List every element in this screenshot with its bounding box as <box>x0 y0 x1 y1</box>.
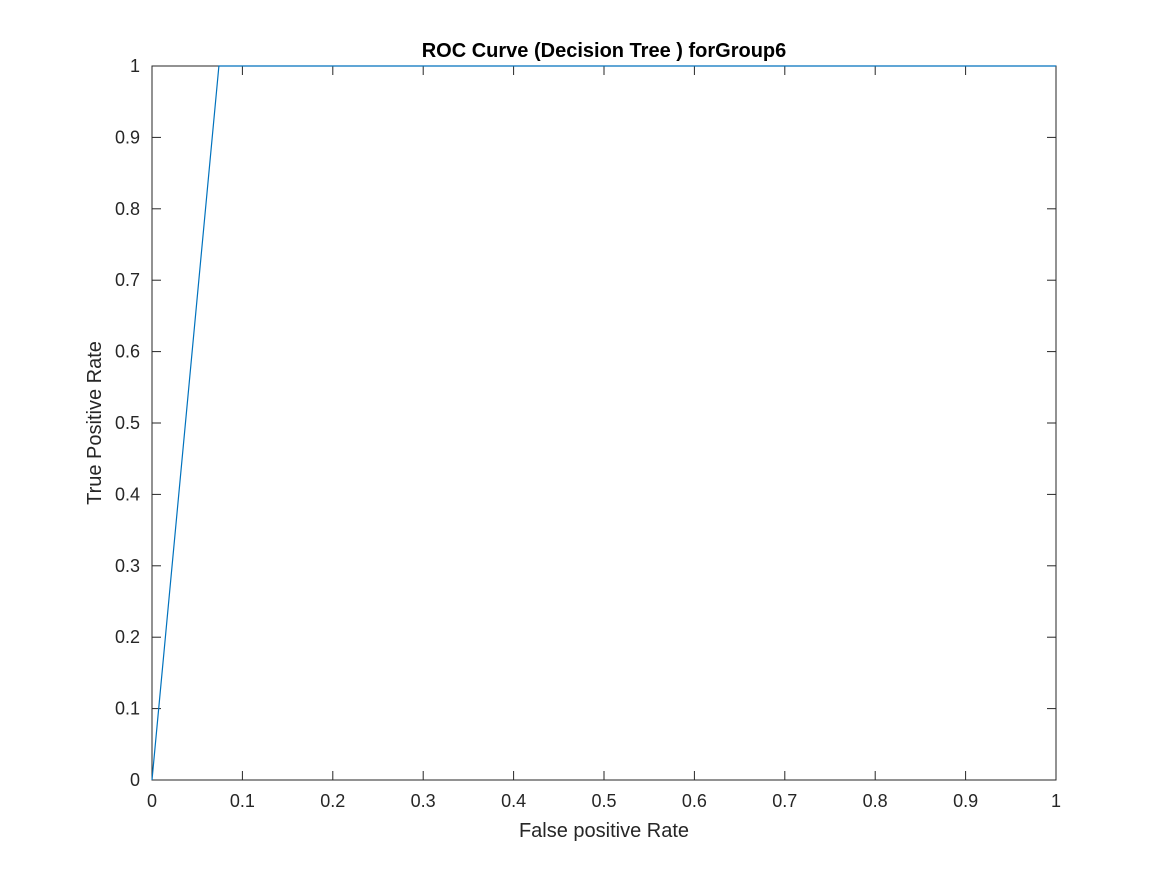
x-axis-label: False positive Rate <box>519 820 689 842</box>
y-tick-label: 0 <box>130 770 140 790</box>
y-tick-label: 0.2 <box>115 627 140 647</box>
x-tick-label: 0.7 <box>772 791 797 811</box>
x-tick-label: 0 <box>147 791 157 811</box>
x-tick-label: 0.9 <box>953 791 978 811</box>
y-tick-label: 0.1 <box>115 699 140 719</box>
x-tick-label: 0.2 <box>320 791 345 811</box>
x-tick-labels: 0 0.1 0.2 0.3 0.4 0.5 0.6 0.7 0.8 0.9 1 <box>147 791 1061 811</box>
roc-series-line <box>151 65 1056 781</box>
y-tick-label: 0.3 <box>115 556 140 576</box>
y-tick-label: 0.6 <box>115 342 140 362</box>
y-tick-label: 1 <box>130 56 140 76</box>
x-tick-label: 0.4 <box>501 791 526 811</box>
y-axis-label: True Positive Rate <box>84 341 106 505</box>
y-tick-label: 0.9 <box>115 127 140 147</box>
x-tick-label: 1 <box>1051 791 1061 811</box>
y-tick-label: 0.5 <box>115 413 140 433</box>
series-layer <box>151 65 1056 781</box>
x-tick-label: 0.5 <box>591 791 616 811</box>
x-tick-label: 0.8 <box>863 791 888 811</box>
x-tick-label: 0.3 <box>411 791 436 811</box>
y-tick-label: 0.7 <box>115 270 140 290</box>
y-tick-label: 0.4 <box>115 484 140 504</box>
y-tick-label: 0.8 <box>115 199 140 219</box>
chart-title: ROC Curve (Decision Tree ) forGroup6 <box>422 40 787 62</box>
plot-area <box>151 65 1057 781</box>
x-tick-label: 0.1 <box>230 791 255 811</box>
y-tick-labels: 0 0.1 0.2 0.3 0.4 0.5 0.6 0.7 0.8 0.9 1 <box>115 56 140 790</box>
x-tick-label: 0.6 <box>682 791 707 811</box>
